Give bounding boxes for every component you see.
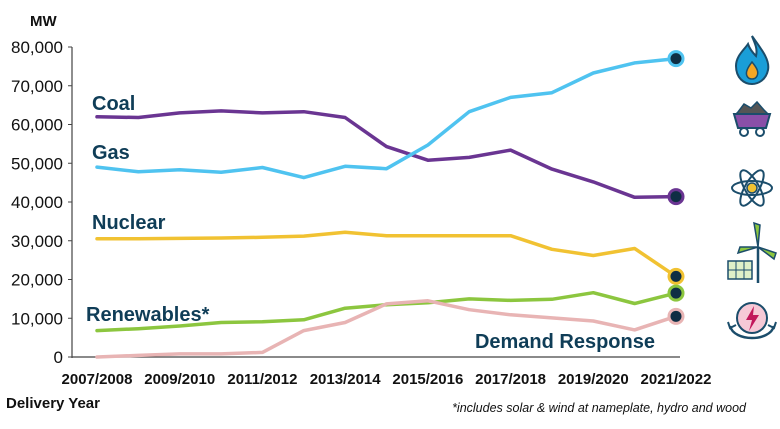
x-tick-label: 2009/2010 [144, 371, 215, 388]
x-tick-label: 2007/2008 [62, 371, 133, 388]
series-line-demand-response [95, 299, 678, 359]
x-tick-label: 2015/2016 [392, 371, 463, 388]
wind-solar-icon [727, 221, 777, 283]
series-label-renewables: Renewables* [86, 304, 210, 326]
x-tick-label: 2011/2012 [227, 371, 297, 388]
x-tick-label: 2013/2014 [310, 371, 382, 388]
series-label-coal: Coal [92, 93, 135, 115]
end-marker-coal [667, 188, 685, 206]
y-tick-label: 70,000 [11, 77, 63, 96]
series-labels: Coal Gas Nuclear Renewables* Demand Response [86, 93, 655, 353]
series-lines [95, 56, 678, 359]
coal-cart-icon [732, 100, 772, 137]
series-line-nuclear [95, 230, 678, 279]
end-marker-demand-response [667, 307, 685, 325]
demand-response-icon [727, 302, 777, 340]
x-tick-label: 2017/2018 [475, 371, 546, 388]
end-marker-gas [667, 50, 685, 68]
y-tick-label: 10,000 [11, 309, 63, 328]
series-label-gas: Gas [92, 142, 130, 164]
end-marker-nuclear [667, 267, 685, 285]
footnote: *includes solar & wind at nameplate, hyd… [452, 401, 747, 415]
y-tick-label: 20,000 [11, 271, 63, 290]
axes: 0 10,000 20,000 30,000 40,000 50,000 60,000 70,… [11, 38, 711, 388]
series-label-nuclear: Nuclear [92, 212, 166, 234]
y-tick-label: 30,000 [11, 232, 63, 251]
series-line-coal [95, 109, 678, 200]
y-tick-label: 40,000 [11, 193, 63, 212]
gas-flame-icon [734, 35, 770, 86]
series-label-demand-response: Demand Response [475, 331, 655, 353]
y-tick-label: 50,000 [11, 154, 63, 173]
x-tick-label: 2021/2022 [641, 371, 712, 388]
series-line-gas [95, 56, 678, 180]
x-axis-title: Delivery Year [6, 395, 100, 412]
end-marker-renewables [667, 284, 685, 302]
atom-icon [731, 169, 773, 207]
y-tick-label: 0 [54, 348, 63, 367]
series-endpoints [667, 50, 685, 325]
x-tick-label: 2019/2020 [558, 371, 629, 388]
unit-label: MW [30, 13, 57, 30]
y-tick-label: 60,000 [11, 116, 63, 135]
y-tick-label: 80,000 [11, 38, 63, 57]
